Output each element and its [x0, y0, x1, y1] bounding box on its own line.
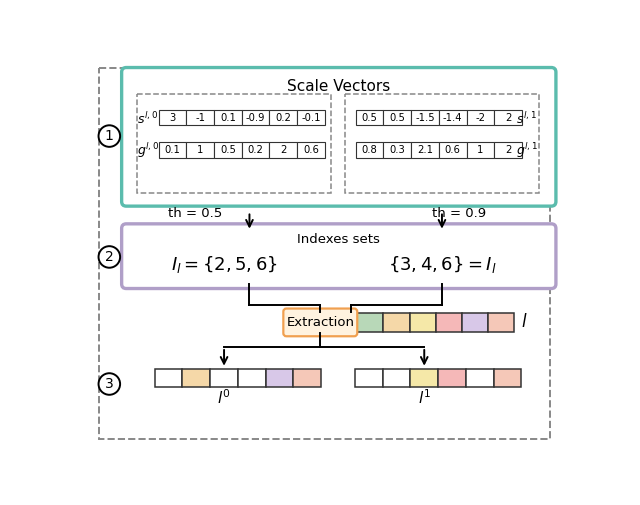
Bar [467, 142, 494, 158]
Bar [345, 94, 539, 193]
Bar [356, 110, 383, 125]
Text: 0.6: 0.6 [445, 145, 461, 155]
Bar [182, 369, 210, 387]
Text: th = 0.9: th = 0.9 [432, 207, 486, 220]
Bar [355, 369, 383, 387]
Bar [383, 369, 410, 387]
Text: th = 0.5: th = 0.5 [168, 207, 223, 220]
Bar [242, 110, 269, 125]
Bar [159, 110, 186, 125]
Bar [210, 369, 238, 387]
Text: 0.1: 0.1 [164, 145, 180, 155]
Bar [293, 369, 321, 387]
Text: $g^{l,1}$: $g^{l,1}$ [516, 141, 538, 160]
Bar [242, 142, 269, 158]
Bar [436, 313, 462, 332]
Bar [383, 142, 411, 158]
Text: 0.2: 0.2 [275, 113, 291, 123]
Bar [488, 313, 515, 332]
Text: 2: 2 [105, 250, 114, 264]
Text: 2: 2 [280, 145, 287, 155]
Bar [155, 369, 182, 387]
Bar [493, 369, 521, 387]
Bar [357, 313, 383, 332]
Text: 0.3: 0.3 [389, 145, 405, 155]
Bar [383, 110, 411, 125]
Text: $s^{l,0}$: $s^{l,0}$ [138, 111, 158, 127]
Text: 0.5: 0.5 [362, 113, 378, 123]
FancyBboxPatch shape [122, 68, 556, 206]
Text: $I_l = \{2,5,6\}$: $I_l = \{2,5,6\}$ [171, 254, 278, 275]
Bar [214, 110, 242, 125]
Text: -0.9: -0.9 [246, 113, 266, 123]
Text: 0.6: 0.6 [303, 145, 319, 155]
Text: Extraction: Extraction [286, 316, 355, 329]
Text: $g^{l,0}$: $g^{l,0}$ [136, 141, 159, 160]
FancyBboxPatch shape [122, 224, 556, 288]
Bar [383, 313, 410, 332]
Bar [186, 110, 214, 125]
Bar [297, 110, 325, 125]
Bar [466, 369, 493, 387]
Text: 0.8: 0.8 [362, 145, 378, 155]
Bar [266, 369, 293, 387]
Bar [269, 142, 297, 158]
Text: $l^1$: $l^1$ [418, 388, 431, 407]
Text: $s^{l,1}$: $s^{l,1}$ [516, 111, 537, 127]
Bar [438, 369, 466, 387]
Text: 3: 3 [105, 377, 114, 391]
Bar [410, 369, 438, 387]
Bar [297, 142, 325, 158]
FancyBboxPatch shape [284, 309, 357, 336]
Bar [159, 142, 186, 158]
Text: -1: -1 [195, 113, 205, 123]
Bar [137, 94, 331, 193]
Circle shape [99, 373, 120, 395]
Text: 3: 3 [170, 113, 175, 123]
Text: -2: -2 [476, 113, 486, 123]
Text: 2: 2 [505, 113, 511, 123]
Text: 0.5: 0.5 [389, 113, 405, 123]
Text: $l^0$: $l^0$ [218, 388, 231, 407]
Text: $l$: $l$ [520, 314, 527, 331]
Text: Indexes sets: Indexes sets [298, 233, 380, 246]
Bar [439, 110, 467, 125]
Text: -1.5: -1.5 [415, 113, 435, 123]
Text: -1.4: -1.4 [443, 113, 463, 123]
Text: 1: 1 [105, 129, 114, 143]
Circle shape [99, 246, 120, 268]
Bar [411, 110, 439, 125]
Text: -0.1: -0.1 [301, 113, 321, 123]
Text: 0.5: 0.5 [220, 145, 236, 155]
Bar [410, 313, 436, 332]
Text: 0.1: 0.1 [220, 113, 236, 123]
Text: $\{3,4,6\} = I_l$: $\{3,4,6\} = I_l$ [388, 254, 496, 275]
Bar [238, 369, 266, 387]
Text: 0.2: 0.2 [248, 145, 264, 155]
Text: 2.1: 2.1 [417, 145, 433, 155]
Bar [356, 142, 383, 158]
Bar [411, 142, 439, 158]
Bar [269, 110, 297, 125]
Bar [494, 142, 522, 158]
Bar [214, 142, 242, 158]
Bar [462, 313, 488, 332]
Bar [439, 142, 467, 158]
Bar [467, 110, 494, 125]
Text: 1: 1 [477, 145, 484, 155]
Text: 1: 1 [197, 145, 204, 155]
Bar [494, 110, 522, 125]
Bar [186, 142, 214, 158]
Text: 2: 2 [505, 145, 511, 155]
Text: Scale Vectors: Scale Vectors [287, 79, 390, 94]
Circle shape [99, 125, 120, 147]
